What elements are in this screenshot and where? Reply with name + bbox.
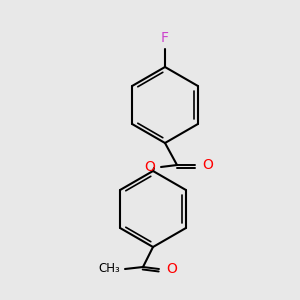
Text: CH₃: CH₃ xyxy=(98,262,120,275)
Text: O: O xyxy=(144,160,155,174)
Text: F: F xyxy=(161,31,169,45)
Text: O: O xyxy=(166,262,177,276)
Text: O: O xyxy=(202,158,213,172)
